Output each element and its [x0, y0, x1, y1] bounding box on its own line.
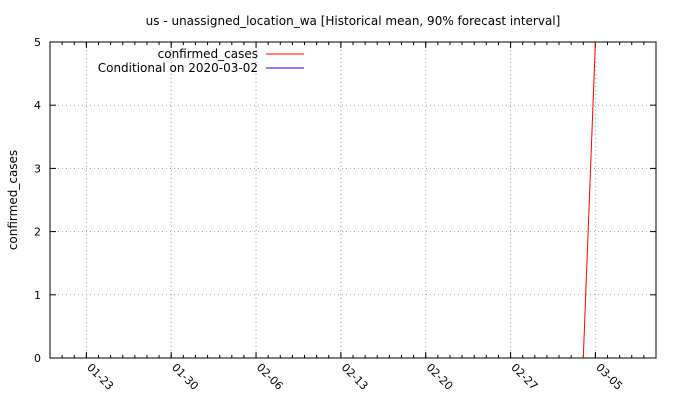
y-tick-label: 3	[34, 162, 41, 175]
plot-frame	[49, 41, 657, 359]
x-tick-label: 02-27	[508, 361, 540, 393]
chart-title: us - unassigned_location_wa [Historical …	[146, 14, 561, 28]
y-tick-label: 0	[34, 352, 41, 365]
x-axis: 01-23 01-30 02-06 02-13 02-20 02-27 03-05	[61, 42, 645, 393]
legend-label: Conditional on 2020-03-02	[98, 61, 258, 75]
y-tick-label: 1	[34, 289, 41, 302]
y-axis-label: confirmed_cases	[6, 150, 20, 250]
series-line	[582, 42, 596, 358]
legend-label: confirmed_cases	[158, 47, 258, 61]
series-layer	[582, 42, 596, 358]
x-tick-label: 03-05	[593, 361, 625, 393]
x-tick-label: 02-13	[339, 361, 371, 393]
y-tick-label: 2	[34, 226, 41, 239]
x-tick-label: 01-23	[84, 361, 116, 393]
x-tick-label: 02-06	[254, 361, 286, 393]
x-tick-label: 02-20	[424, 361, 456, 393]
y-axis: 0 1 2 3 4 5	[34, 36, 656, 365]
y-tick-label: 5	[34, 36, 41, 49]
x-tick-label: 01-30	[169, 361, 201, 393]
grid	[50, 42, 656, 358]
y-tick-label: 4	[34, 99, 41, 112]
